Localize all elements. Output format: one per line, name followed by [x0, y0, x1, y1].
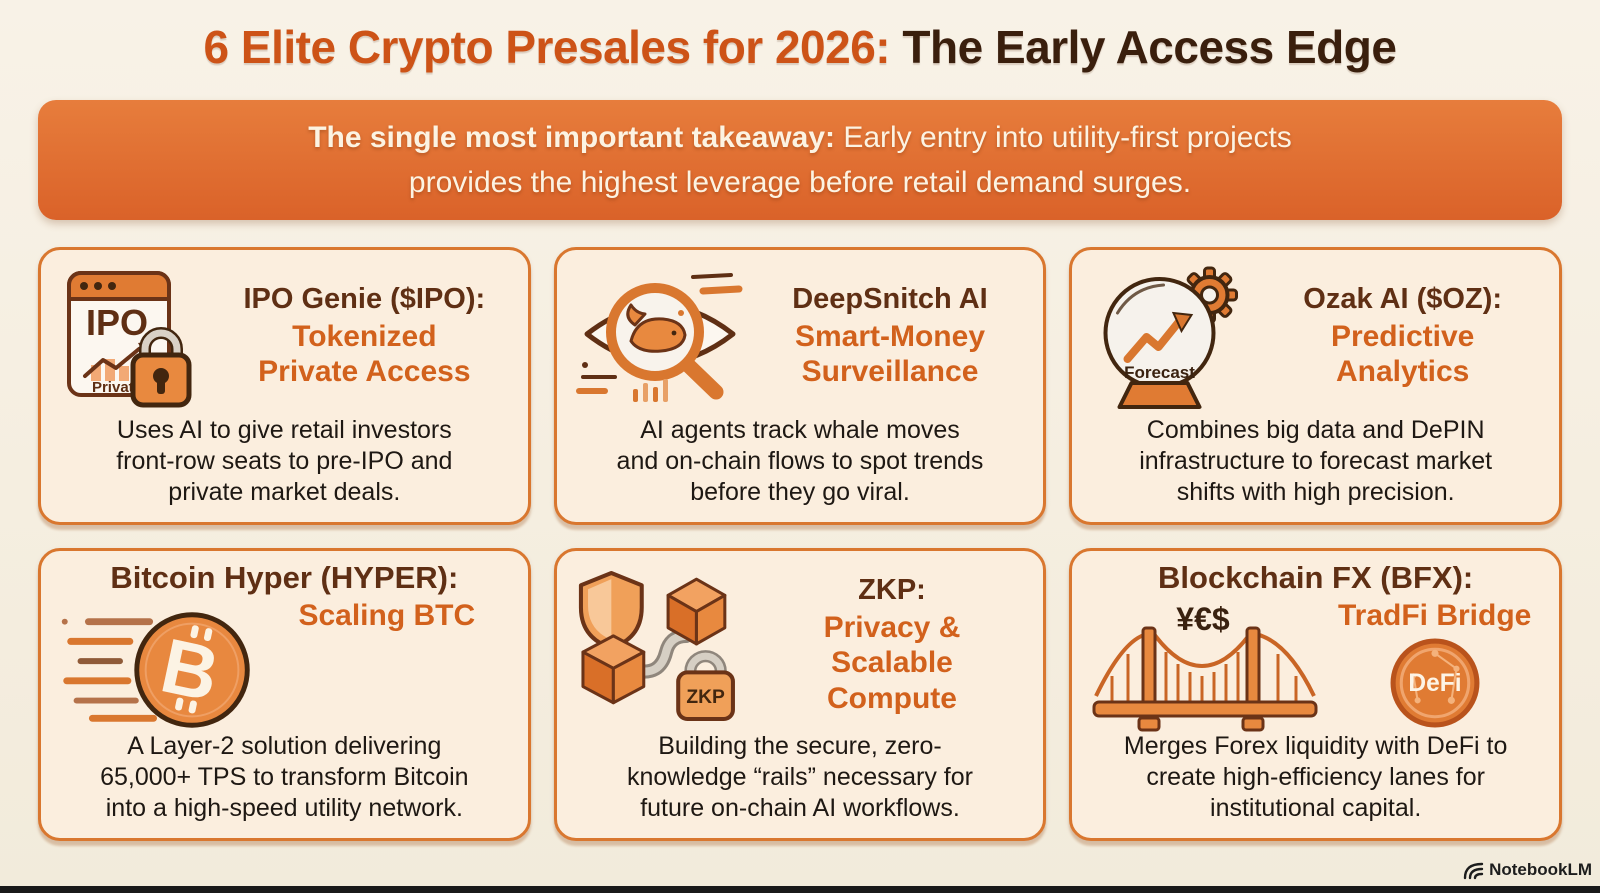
card-titles: Ozak AI ($OZ): Predictive Analytics: [1264, 282, 1545, 390]
icon-label-private: Private: [92, 379, 142, 396]
cards-grid: IPO Private: [38, 246, 1562, 841]
card-body-row: B Scaling BTC: [55, 596, 514, 731]
bottom-strip: [0, 886, 1600, 893]
card-titles: DeepSnitch AI Smart-Money Surveillance: [755, 282, 1030, 390]
card-bitcoin-hyper: Bitcoin Hyper (HYPER): B: [38, 547, 531, 841]
notebooklm-logo-icon: [1463, 862, 1484, 880]
shield-cubes-padlock-icon: ZKP: [571, 569, 753, 721]
speeding-bitcoin-icon: B: [55, 596, 260, 744]
takeaway-banner: The single most important takeaway: Earl…: [38, 99, 1562, 220]
zkp-padlock-icon: ZKP: [675, 649, 735, 721]
card-deepsnitch-ai: DeepSnitch AI Smart-Money Surveillance A…: [553, 246, 1047, 525]
cube-icon: [666, 577, 727, 646]
card-ozak-ai: Forecast Ozak AI ($OZ): Predictive Analy…: [1069, 246, 1562, 525]
card-description: Building the secure, zero- knowledge “ra…: [627, 731, 973, 822]
card-subtitle: TradFi Bridge: [1337, 598, 1532, 632]
card-description: AI agents track whale moves and on-chain…: [616, 415, 984, 506]
card-title: Blockchain FX (BFX):: [1158, 559, 1474, 595]
card-titles: ZKP: Privacy & Scalable Compute: [759, 573, 1030, 716]
card-subtitle: Privacy & Scalable Compute: [823, 610, 961, 715]
cube-icon: [581, 633, 645, 704]
card-header: Forecast Ozak AI ($OZ): Predictive Analy…: [1086, 258, 1545, 415]
card-description: A Layer-2 solution delivering 65,000+ TP…: [100, 731, 469, 822]
takeaway-bold: The single most important takeaway:: [308, 120, 835, 154]
page-title: 6 Elite Crypto Presales for 2026: The Ea…: [30, 21, 1570, 74]
takeaway-rest: Early entry into utility-first projects …: [408, 120, 1292, 199]
card-ipo-genie: IPO Private: [38, 246, 531, 525]
card-description: Merges Forex liquidity with DeFi to crea…: [1123, 731, 1508, 822]
icon-label-zkp: ZKP: [686, 686, 725, 707]
page-title-highlight: 6 Elite Crypto Presales for 2026:: [203, 21, 891, 73]
crystal-ball-gear-icon: Forecast: [1086, 261, 1258, 411]
card-title: Bitcoin Hyper (HYPER):: [110, 559, 459, 595]
card-subtitle-area: TradFi Bridge DeFi: [1324, 596, 1545, 729]
card-header: DeepSnitch AI Smart-Money Surveillance: [571, 258, 1030, 415]
defi-coin-icon: DeFi: [1390, 638, 1480, 728]
card-subtitle: Tokenized Private Access: [258, 320, 471, 389]
icon-label-forecast: Forecast: [1124, 363, 1195, 382]
card-description: Uses AI to give retail investors front-r…: [116, 415, 453, 506]
card-header: ZKP ZKP: Privacy & Scalable Compute: [571, 559, 1030, 731]
icon-label-ipo: IPO: [86, 302, 148, 343]
icon-label-defi: DeFi: [1408, 670, 1461, 697]
card-description: Combines big data and DePIN infrastructu…: [1139, 415, 1493, 506]
card-zkp: ZKP ZKP: Privacy & Scalable Compute Buil…: [553, 547, 1047, 841]
page-title-rest: The Early Access Edge: [890, 21, 1397, 73]
notebooklm-label: NotebookLM: [1489, 860, 1592, 879]
whale-eye-magnifier-icon: [571, 261, 749, 411]
card-body-row: ¥€$: [1086, 596, 1545, 732]
ipo-browser-lock-icon: IPO Private: [55, 261, 213, 411]
icon-label-currencies: ¥€$: [1177, 601, 1231, 637]
card-title: IPO Genie ($IPO):: [243, 283, 486, 316]
card-title: Ozak AI ($OZ):: [1303, 283, 1503, 316]
card-subtitle: Smart-Money Surveillance: [794, 320, 986, 389]
card-title: DeepSnitch AI: [792, 283, 988, 316]
takeaway-text: The single most important takeaway: Earl…: [308, 115, 1292, 205]
card-subtitle: Predictive Analytics: [1330, 320, 1475, 389]
notebooklm-watermark: NotebookLM: [1462, 860, 1592, 880]
currency-bridge-icon: ¥€$: [1086, 596, 1324, 738]
card-titles: IPO Genie ($IPO): Tokenized Private Acce…: [219, 282, 514, 390]
card-blockchain-fx: Blockchain FX (BFX): ¥€$: [1069, 547, 1562, 841]
card-subtitle-area: Scaling BTC: [260, 596, 514, 633]
card-title: ZKP:: [858, 574, 926, 607]
card-header: IPO Private: [55, 258, 514, 415]
card-subtitle: Scaling BTC: [298, 598, 476, 632]
